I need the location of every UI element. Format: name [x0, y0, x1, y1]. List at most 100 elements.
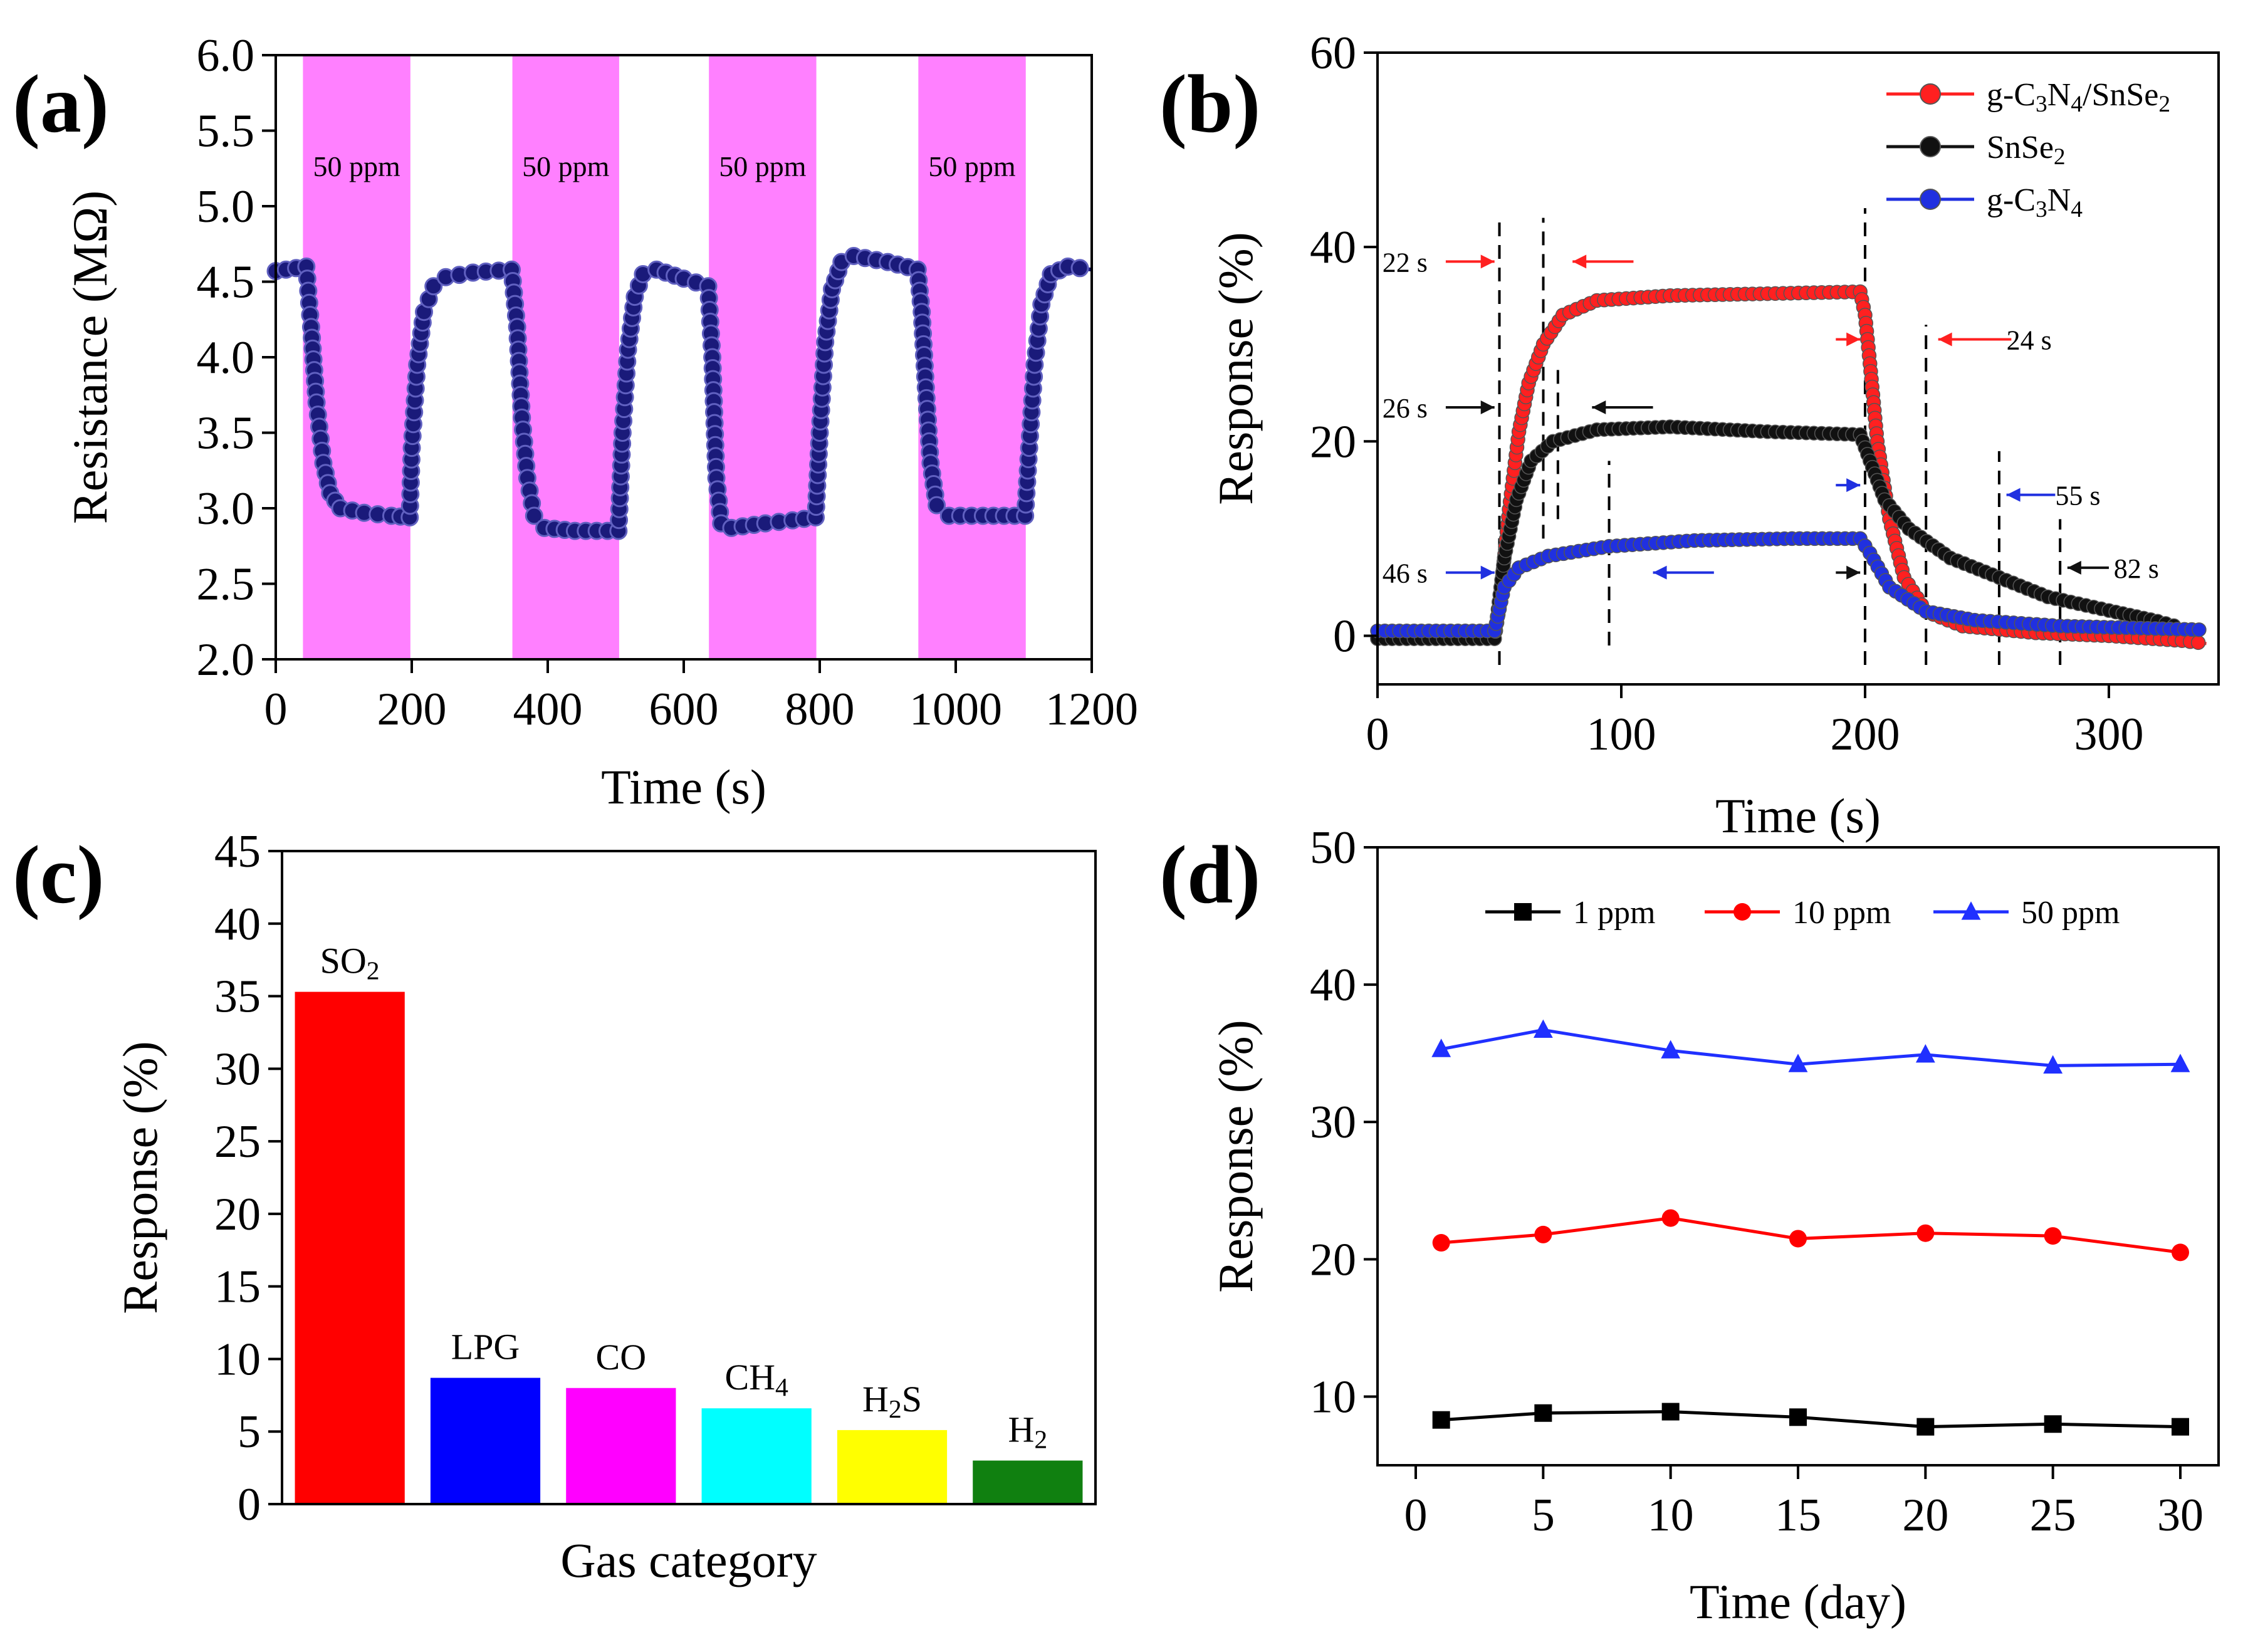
data-point [2044, 1415, 2062, 1433]
data-point [1534, 1225, 1552, 1243]
x-tick-label: 200 [1830, 709, 1900, 760]
data-point [1789, 1408, 1807, 1426]
y-tick-label: 10 [214, 1334, 261, 1385]
exposure-label: 50 ppm [928, 150, 1016, 182]
series-line-0 [1441, 1410, 2181, 1429]
x-tick-label: 0 [264, 684, 288, 735]
y-tick-label: 20 [1310, 1234, 1356, 1285]
y-tick-label: 5.5 [197, 106, 255, 157]
annotation-arrowhead [1480, 565, 1495, 580]
x-tick-label: 5 [1532, 1490, 1555, 1541]
x-tick-label: 20 [1902, 1490, 1948, 1541]
y-axis-title: Response (%) [113, 1041, 167, 1314]
data-point [2043, 1055, 2063, 1074]
y-tick-label: 5.0 [197, 181, 255, 233]
time-annotation: 24 s [2007, 325, 2052, 355]
y-tick-label: 20 [1310, 416, 1356, 468]
legend-marker [1920, 83, 1941, 105]
exposure-band [918, 55, 1026, 659]
series-line-1 [1441, 1216, 2181, 1254]
data-point [1661, 1209, 1680, 1227]
y-tick-label: 10 [1310, 1371, 1356, 1423]
data-point [1961, 901, 1981, 920]
x-tick-label: 300 [2074, 709, 2143, 760]
data-point [1661, 1403, 1680, 1421]
data-point [1788, 1053, 1808, 1072]
time-annotation: 55 s [2055, 481, 2100, 511]
bar [837, 1430, 948, 1504]
data-point [1661, 1040, 1681, 1059]
panel-label-d: (d) [1159, 829, 1260, 921]
x-tick-label: 600 [649, 684, 719, 735]
legend-label: 10 ppm [1792, 895, 1891, 931]
x-tick-label: 1000 [909, 684, 1002, 735]
y-axis-title: Resistance (MΩ) [63, 191, 117, 524]
y-tick-label: 5 [238, 1406, 261, 1458]
legend-label: SnSe2 [1987, 130, 2066, 170]
data-point [2170, 1053, 2190, 1072]
bar [295, 991, 405, 1504]
y-tick-label: 35 [214, 971, 261, 1023]
bar [430, 1378, 541, 1504]
data-point [1432, 1411, 1450, 1429]
legend-label: g-C3N4/SnSe2 [1987, 77, 2170, 117]
y-tick-label: 0 [238, 1479, 261, 1530]
y-tick-label: 25 [214, 1116, 261, 1168]
legend-marker [1920, 189, 1941, 210]
bar-category-label: CH4 [724, 1357, 788, 1402]
legend-label: 1 ppm [1573, 895, 1655, 931]
data-point [2172, 1243, 2189, 1262]
x-tick-label: 10 [1648, 1490, 1694, 1541]
data-point [2172, 1418, 2189, 1436]
x-axis-title: Time (s) [601, 760, 766, 814]
y-tick-label: 40 [1310, 959, 1356, 1011]
x-tick-label: 30 [2157, 1490, 2204, 1541]
y-tick-label: 3.0 [197, 483, 255, 535]
data-point [1789, 1230, 1807, 1248]
legend-marker [1920, 136, 1941, 157]
bar-category-label: H2 [1008, 1409, 1047, 1455]
bar [701, 1408, 812, 1504]
annotation-arrowhead [1653, 565, 1667, 580]
annotation-arrowhead [1846, 478, 1861, 493]
panel-label-a: (a) [13, 58, 109, 150]
x-tick-label: 100 [1586, 709, 1656, 760]
data-point [1534, 1404, 1552, 1422]
plot-frame-b [1376, 51, 2220, 686]
annotation-arrowhead [1846, 565, 1861, 580]
exposure-label: 50 ppm [719, 150, 807, 182]
data-point [1432, 1234, 1450, 1252]
y-axis-title: Response (%) [1208, 1020, 1263, 1292]
annotation-arrowhead [1480, 254, 1495, 269]
data-point [1533, 1019, 1553, 1038]
data-point [1915, 1044, 1935, 1063]
exposure-label: 50 ppm [522, 150, 610, 182]
y-tick-label: 4.5 [197, 257, 255, 308]
bar [566, 1388, 676, 1504]
y-tick-label: 50 [1310, 822, 1356, 874]
y-tick-label: 3.5 [197, 408, 255, 459]
x-tick-label: 200 [377, 684, 447, 735]
y-tick-label: 4.0 [197, 332, 255, 384]
data-point [525, 506, 543, 525]
y-tick-label: 45 [214, 826, 261, 877]
exposure-label: 50 ppm [313, 150, 400, 182]
x-tick-label: 25 [2030, 1490, 2076, 1541]
y-tick-label: 2.5 [197, 559, 255, 610]
y-tick-label: 30 [214, 1043, 261, 1095]
y-tick-label: 40 [214, 899, 261, 950]
data-point [2044, 1227, 2062, 1245]
bar-category-label: SO2 [320, 941, 380, 986]
legend-label: g-C3N4 [1987, 182, 2083, 222]
time-annotation: 22 s [1383, 247, 1428, 278]
y-tick-label: 40 [1310, 222, 1356, 273]
exposure-band [709, 55, 817, 659]
data-point [424, 277, 443, 296]
bar-category-label: H2S [862, 1379, 922, 1424]
plot-frame-d [1376, 846, 2220, 1466]
panel-label-c: (c) [13, 829, 105, 921]
bar [973, 1460, 1083, 1504]
annotation-arrowhead [1846, 332, 1861, 347]
x-tick-label: 400 [513, 684, 583, 735]
y-tick-label: 30 [1310, 1097, 1356, 1148]
